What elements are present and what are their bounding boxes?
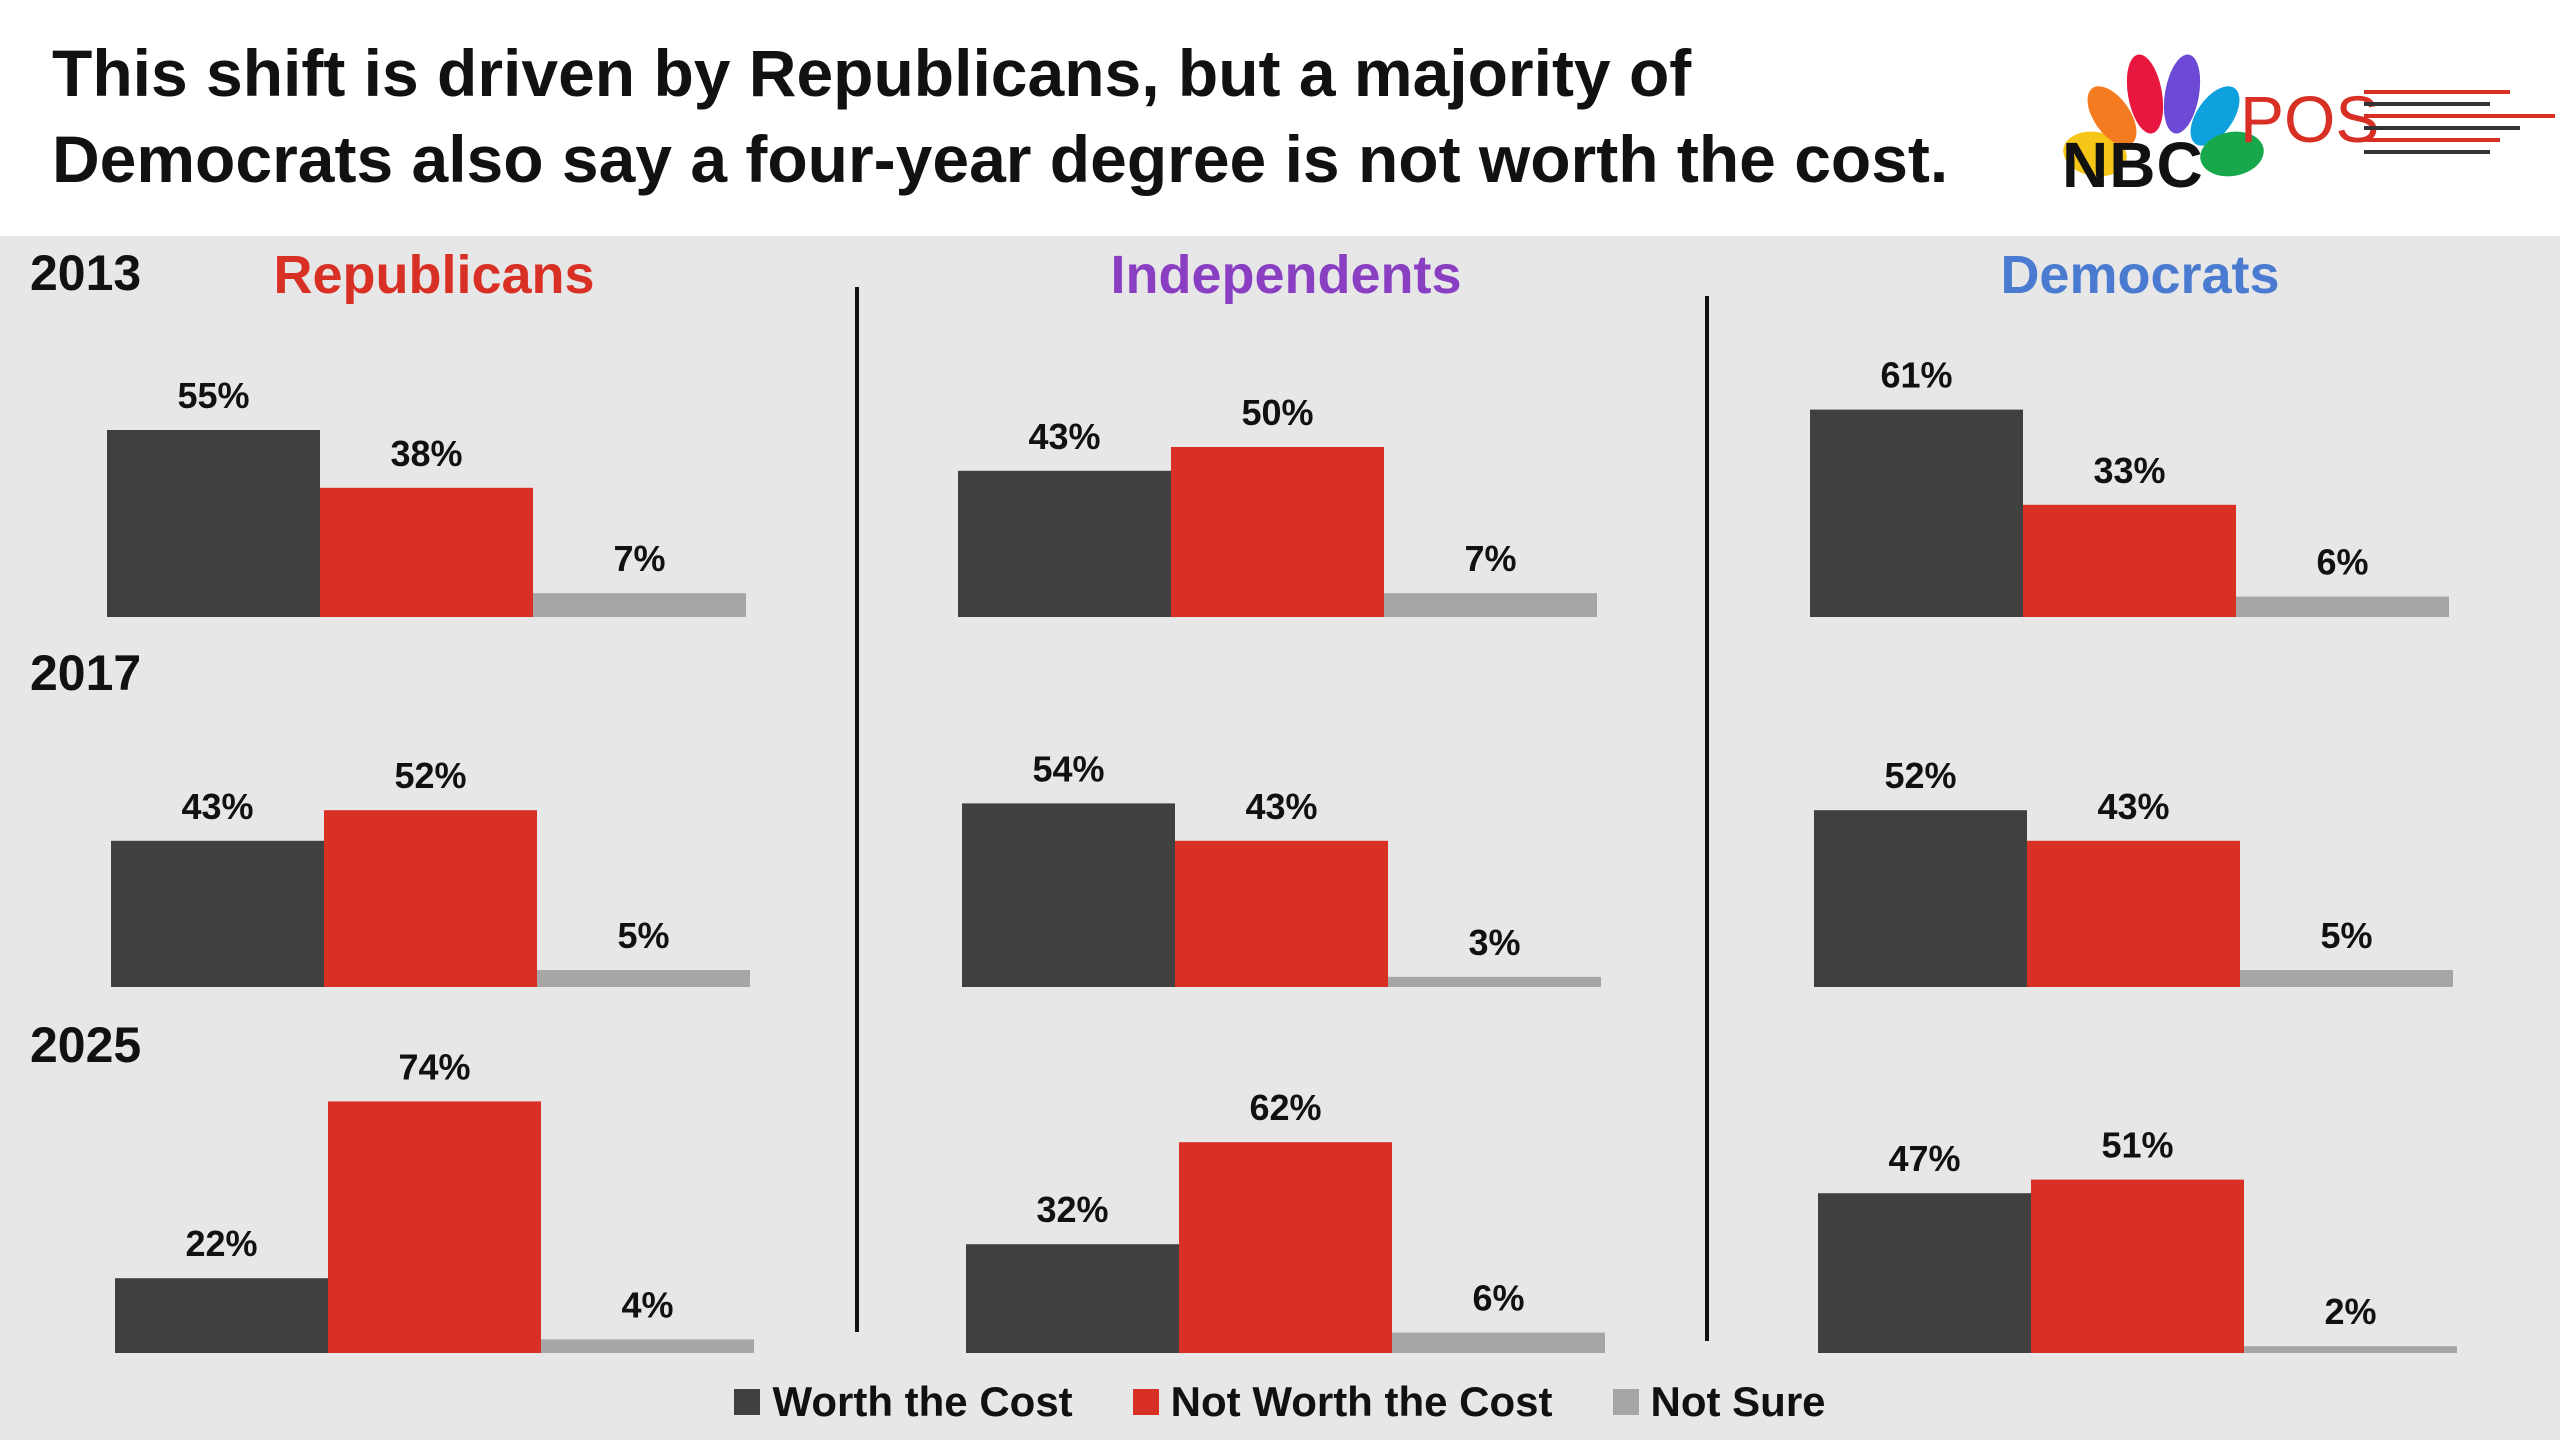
- data-label-republicans-2017-worth: 43%: [181, 786, 253, 827]
- bar-republicans-2013-not-worth: [320, 487, 533, 617]
- bar-independents-2017-not-sure: [1388, 976, 1601, 987]
- bar-democrats-2013-not-sure: [2236, 596, 2449, 617]
- data-label-independents-2017-worth: 54%: [1032, 748, 1104, 789]
- data-label-republicans-2025-worth: 22%: [185, 1223, 257, 1264]
- legend: Worth the Cost Not Worth the Cost Not Su…: [0, 1378, 2560, 1426]
- bar-independents-2017-worth: [962, 803, 1175, 987]
- legend-item-not-sure: Not Sure: [1612, 1378, 1826, 1426]
- legend-item-not-worth: Not Worth the Cost: [1132, 1378, 1553, 1426]
- data-label-republicans-2025-not-worth: 74%: [398, 1046, 470, 1087]
- pos-logo: POS: [2240, 82, 2555, 156]
- data-label-democrats-2017-worth: 52%: [1884, 755, 1956, 796]
- pos-logo-text: POS: [2240, 82, 2379, 156]
- data-label-democrats-2025-worth: 47%: [1888, 1138, 1960, 1179]
- data-label-democrats-2025-not-worth: 51%: [2101, 1125, 2173, 1166]
- bar-democrats-2025-not-worth: [2031, 1179, 2244, 1353]
- bar-democrats-2017-not-sure: [2240, 970, 2453, 987]
- group-title-democrats: Democrats: [2000, 245, 2280, 305]
- divider-left: [855, 287, 859, 1332]
- bar-democrats-2025-not-sure: [2244, 1346, 2457, 1353]
- bar-republicans-2025-worth: [115, 1278, 328, 1353]
- year-label-2017: 2017: [30, 645, 142, 701]
- legend-item-worth: Worth the Cost: [734, 1378, 1073, 1426]
- data-label-independents-2013-not-sure: 7%: [1464, 538, 1516, 579]
- bar-independents-2013-not-sure: [1384, 593, 1597, 617]
- data-label-democrats-2017-not-worth: 43%: [2097, 786, 2169, 827]
- data-label-independents-2017-not-sure: 3%: [1468, 922, 1520, 963]
- bar-independents-2025-worth: [966, 1244, 1179, 1353]
- bar-republicans-2017-not-worth: [324, 810, 537, 987]
- bar-republicans-2017-worth: [111, 840, 324, 987]
- bar-independents-2013-not-worth: [1171, 447, 1384, 617]
- legend-swatch-not-worth: [1132, 1389, 1159, 1415]
- data-label-republicans-2013-not-worth: 38%: [390, 433, 462, 474]
- header: This shift is driven by Republicans, but…: [0, 0, 2560, 236]
- data-label-democrats-2013-worth: 61%: [1880, 355, 1952, 396]
- bar-democrats-2013-not-worth: [2023, 504, 2236, 617]
- data-label-democrats-2017-not-sure: 5%: [2320, 915, 2372, 956]
- legend-label-not-worth: Not Worth the Cost: [1170, 1378, 1553, 1425]
- bar-republicans-2013-worth: [107, 430, 320, 617]
- legend-label-worth: Worth the Cost: [772, 1378, 1073, 1425]
- data-label-democrats-2013-not-sure: 6%: [2316, 542, 2368, 583]
- bar-independents-2025-not-worth: [1179, 1142, 1392, 1353]
- nbc-logo-text: NBC: [2062, 129, 2204, 201]
- title-line-1: This shift is driven by Republicans, but…: [52, 36, 1692, 110]
- chart-title: This shift is driven by Republicans, but…: [52, 30, 1948, 202]
- data-label-independents-2017-not-worth: 43%: [1245, 786, 1317, 827]
- bar-independents-2017-not-worth: [1175, 840, 1388, 987]
- data-label-independents-2013-not-worth: 50%: [1241, 392, 1313, 433]
- data-label-republicans-2017-not-sure: 5%: [617, 915, 669, 956]
- year-label-2013: 2013: [30, 245, 142, 301]
- data-label-democrats-2013-not-worth: 33%: [2093, 450, 2165, 491]
- bar-democrats-2025-worth: [1818, 1193, 2031, 1353]
- data-label-independents-2025-not-sure: 6%: [1472, 1278, 1524, 1319]
- data-label-independents-2025-worth: 32%: [1036, 1189, 1108, 1230]
- data-label-republicans-2017-not-worth: 52%: [394, 755, 466, 796]
- bar-independents-2025-not-sure: [1392, 1332, 1605, 1353]
- bar-democrats-2017-not-worth: [2027, 840, 2240, 987]
- data-label-democrats-2025-not-sure: 2%: [2324, 1291, 2376, 1332]
- bar-republicans-2013-not-sure: [533, 593, 746, 617]
- bar-democrats-2017-worth: [1814, 810, 2027, 987]
- group-title-republicans: Republicans: [273, 245, 595, 305]
- bar-republicans-2025-not-sure: [541, 1339, 754, 1353]
- year-label-2025: 2025: [30, 1017, 142, 1073]
- legend-label-not-sure: Not Sure: [1650, 1378, 1826, 1425]
- group-title-independents: Independents: [1110, 245, 1462, 305]
- data-label-republicans-2013-worth: 55%: [177, 375, 249, 416]
- bar-independents-2013-worth: [958, 470, 1171, 617]
- divider-right: [1705, 296, 1709, 1341]
- legend-swatch-worth: [734, 1389, 761, 1415]
- title-line-2: Democrats also say a four-year degree is…: [52, 122, 1949, 196]
- bar-republicans-2017-not-sure: [537, 970, 750, 987]
- nbc-peacock-icon: [2063, 54, 2264, 177]
- data-label-independents-2025-not-worth: 62%: [1249, 1087, 1321, 1128]
- bar-republicans-2025-not-worth: [328, 1101, 541, 1353]
- legend-swatch-not-sure: [1612, 1389, 1639, 1415]
- data-label-republicans-2013-not-sure: 7%: [613, 538, 665, 579]
- data-label-independents-2013-worth: 43%: [1028, 416, 1100, 457]
- bar-democrats-2013-worth: [1810, 409, 2023, 617]
- data-label-republicans-2025-not-sure: 4%: [621, 1284, 673, 1325]
